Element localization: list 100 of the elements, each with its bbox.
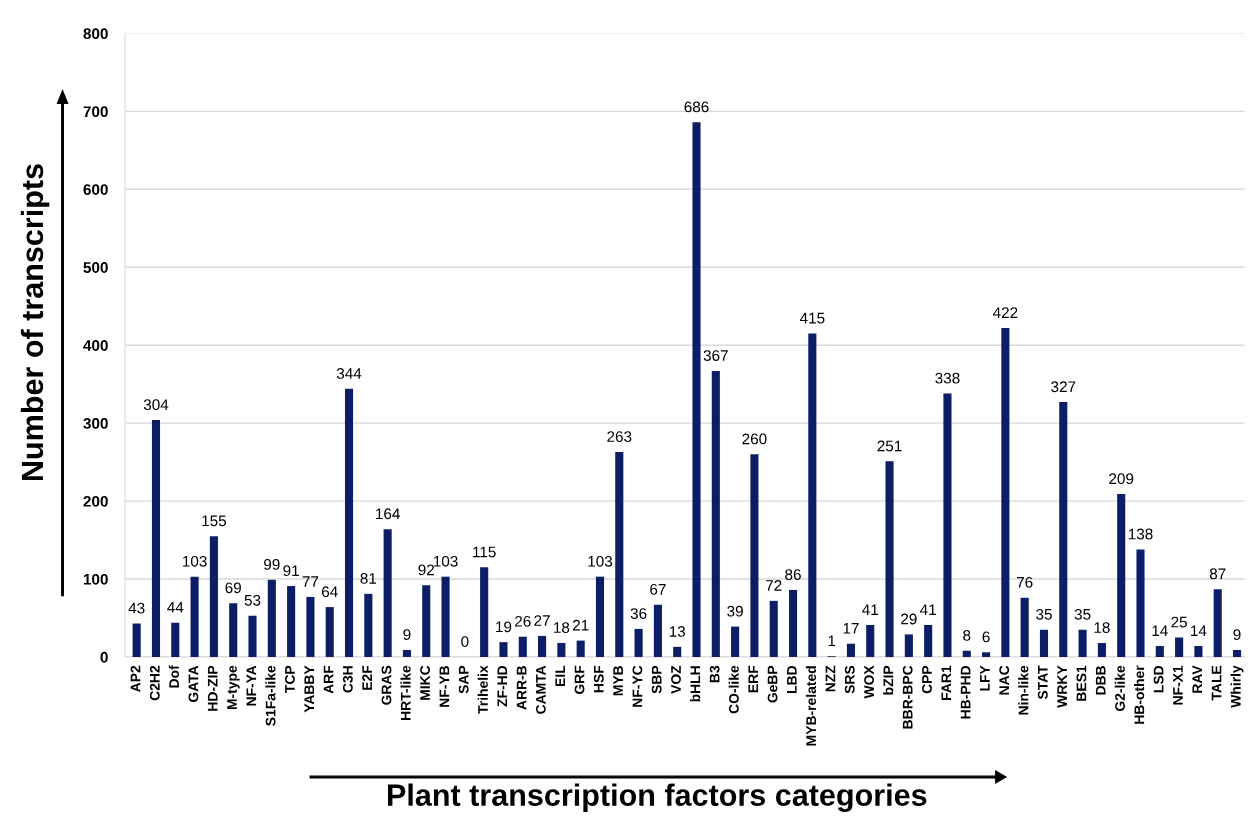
data-label: 415 — [799, 312, 825, 324]
bar — [943, 393, 952, 657]
data-label: 9 — [1233, 629, 1241, 640]
x-tick-label: bZIP — [883, 665, 894, 695]
x-tick-label: LBD — [787, 665, 797, 693]
bar — [866, 625, 875, 657]
data-label: 344 — [336, 368, 362, 379]
data-label: 103 — [588, 555, 613, 567]
bar — [422, 585, 431, 657]
bar — [1213, 589, 1222, 657]
data-label: 263 — [607, 431, 632, 443]
data-label: 9 — [403, 629, 411, 640]
bar — [615, 451, 624, 657]
x-tick-label: ERF — [748, 665, 759, 693]
data-label: 25 — [1171, 616, 1187, 628]
bar — [190, 576, 199, 657]
bar — [904, 634, 913, 657]
data-label: 41 — [920, 604, 936, 615]
data-label: 81 — [360, 573, 377, 584]
data-label: 209 — [1109, 473, 1134, 485]
x-tick-label: bHLH — [690, 666, 701, 702]
bar — [962, 650, 971, 657]
bar — [306, 596, 315, 657]
x-tick-label: Trihelix — [477, 665, 488, 714]
bar — [1078, 629, 1087, 657]
x-tick-label: HSF — [593, 665, 604, 693]
data-label: 686 — [684, 101, 709, 113]
data-label: 67 — [650, 583, 666, 595]
x-tick-label: CO-like — [728, 665, 739, 714]
x-tick-label: SBP — [651, 665, 662, 694]
x-tick-label: C3H — [342, 666, 353, 693]
x-tick-label: TALE — [1211, 665, 1222, 701]
bar — [769, 600, 778, 657]
bar — [499, 642, 508, 657]
x-tick-label: GRAS — [381, 665, 392, 705]
x-tick-label: S1Fa-like — [265, 665, 276, 726]
data-label: 155 — [202, 515, 227, 527]
x-tick-label: ARR-B — [516, 665, 527, 710]
y-tick-label: 0 — [100, 651, 108, 663]
x-tick-label: MYB-related — [805, 666, 817, 746]
bar — [576, 640, 585, 657]
x-tick-label: CAMTA — [535, 665, 546, 714]
x-tick-label: STAT — [1037, 665, 1048, 700]
data-label: 164 — [376, 508, 400, 520]
x-tick-label: MYB — [613, 665, 623, 696]
data-label: 17 — [843, 623, 859, 634]
x-tick-label: ZF-HD — [497, 665, 508, 707]
x-tick-label: NF-YC — [632, 665, 643, 707]
bar — [209, 536, 218, 657]
x-tick-label: LFY — [980, 665, 990, 691]
x-tick-label: E2F — [362, 665, 372, 690]
bar — [325, 607, 334, 657]
data-label: 103 — [433, 555, 458, 567]
x-tick-label: ARF — [323, 665, 334, 694]
x-tick-label: HRT-like — [400, 665, 411, 720]
x-tick-label: EIL — [555, 665, 565, 686]
data-label: 87 — [1209, 568, 1226, 580]
bar — [1232, 649, 1242, 657]
bar — [557, 642, 566, 657]
data-label: 35 — [1074, 608, 1091, 620]
data-label: 21 — [572, 619, 589, 631]
x-tick-label: RAV — [1192, 665, 1203, 693]
data-label: 422 — [992, 307, 1018, 318]
x-tick-label: NAC — [999, 665, 1010, 695]
bar — [846, 643, 855, 657]
data-label: 367 — [703, 350, 728, 361]
x-tick-label: DBB — [1095, 665, 1106, 695]
bar — [344, 388, 354, 657]
x-tick-label: BES1 — [1076, 665, 1087, 701]
bar — [1097, 642, 1106, 657]
data-label: 91 — [283, 565, 299, 577]
data-label: 27 — [534, 615, 550, 626]
x-tick-label: HB-other — [1134, 665, 1145, 724]
x-tick-label: TCP — [285, 665, 295, 693]
data-label: 26 — [515, 615, 531, 627]
data-label: 69 — [225, 582, 241, 594]
data-label: 103 — [183, 555, 207, 567]
x-tick-label: GATA — [188, 665, 199, 703]
bar — [151, 420, 161, 657]
x-tick-label: SAP — [458, 665, 469, 694]
bar — [538, 635, 547, 657]
data-label: 14 — [1191, 625, 1207, 636]
data-label: 304 — [143, 399, 169, 411]
x-tick-label: B3 — [709, 665, 720, 683]
data-label: 8 — [963, 629, 971, 641]
x-tick-label: Whirly — [1230, 665, 1244, 708]
data-label: 41 — [862, 604, 878, 615]
data-label: 1 — [828, 635, 836, 647]
bar — [383, 529, 392, 657]
data-label: 338 — [935, 372, 960, 384]
bar — [441, 576, 450, 657]
bar — [788, 589, 798, 657]
data-label: 43 — [128, 602, 145, 614]
bar — [750, 454, 759, 657]
x-tick-label: MIKC — [420, 665, 430, 700]
bar — [808, 333, 817, 657]
data-label: 260 — [742, 433, 767, 445]
x-tick-label: Nin-like — [1018, 665, 1029, 715]
x-tick-label: GeBP — [767, 665, 778, 703]
x-tick-label: SRS — [844, 665, 855, 694]
